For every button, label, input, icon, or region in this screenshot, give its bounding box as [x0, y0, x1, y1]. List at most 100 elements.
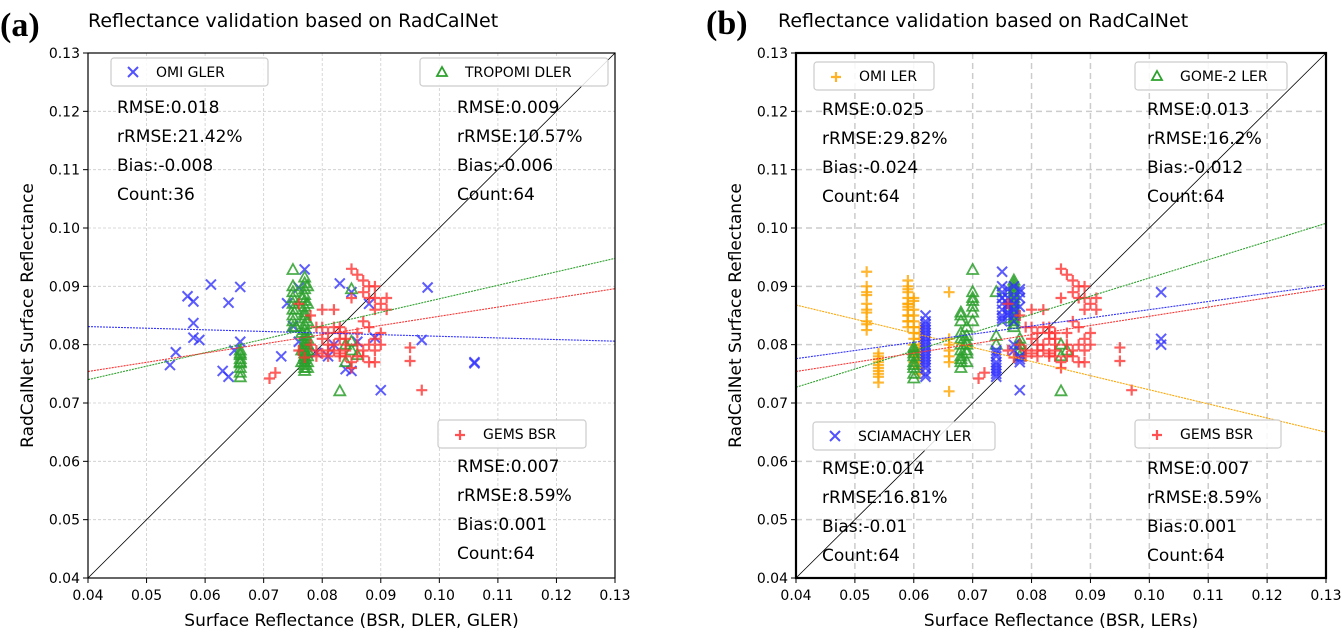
panel-b: (b) Reflectance validation based on RadC… — [706, 5, 1342, 631]
stat-bias: Bias:-0.024 — [822, 158, 918, 178]
panel-a: (a) Reflectance validation based on RadC… — [0, 7, 631, 631]
y-tick-label: 0.13 — [49, 46, 80, 62]
data-point — [1014, 384, 1026, 396]
stat-rrmse: rRMSE:8.59% — [457, 486, 572, 506]
data-point — [234, 281, 246, 293]
y-tick-label: 0.10 — [49, 221, 80, 237]
data-point — [1084, 339, 1096, 351]
data-point — [316, 347, 328, 359]
data-point — [222, 371, 235, 383]
stat-rmse: RMSE:0.014 — [822, 459, 924, 479]
data-point — [861, 318, 873, 330]
data-point — [919, 324, 932, 336]
data-point — [328, 304, 340, 316]
data-point — [316, 321, 328, 333]
stat-rrmse: rRMSE:21.42% — [117, 127, 243, 147]
legend-box — [1134, 419, 1282, 449]
y-tick-label: 0.07 — [49, 396, 80, 412]
data-point — [293, 345, 305, 356]
data-point — [381, 292, 393, 304]
x-tick-label: 0.09 — [365, 588, 396, 604]
x-tick-label: 0.08 — [307, 588, 338, 604]
data-point — [902, 301, 914, 313]
data-point — [322, 339, 334, 351]
stat-rrmse: rRMSE:29.82% — [822, 129, 948, 149]
data-point — [269, 367, 281, 379]
data-point — [965, 313, 980, 327]
data-point — [1055, 292, 1067, 304]
data-point — [369, 345, 381, 356]
data-point — [264, 373, 276, 384]
x-tick-label: 0.05 — [839, 588, 870, 604]
data-point — [340, 327, 352, 339]
panel-label-a: (a) — [0, 7, 40, 44]
data-point — [275, 350, 287, 363]
x-tick-label: 0.11 — [1193, 588, 1224, 604]
data-point — [1002, 298, 1014, 310]
data-point — [1155, 338, 1167, 351]
data-point — [234, 336, 246, 348]
data-point — [334, 333, 346, 345]
y-tick-label: 0.08 — [757, 338, 788, 354]
y-tick-label: 0.10 — [757, 221, 788, 237]
fit-line — [795, 222, 1327, 388]
data-point — [346, 356, 357, 368]
data-point — [1014, 301, 1026, 313]
data-point — [346, 263, 357, 275]
data-point — [953, 351, 968, 365]
stat-rmse: RMSE:0.018 — [117, 98, 219, 118]
data-point — [906, 370, 921, 384]
data-point — [351, 327, 363, 339]
data-point — [375, 339, 387, 351]
stat-rrmse: rRMSE:8.59% — [1147, 488, 1262, 508]
data-point — [285, 319, 300, 333]
data-point — [1079, 292, 1091, 304]
chart-title-b: Reflectance validation based on RadCalNe… — [778, 10, 1188, 32]
triangle-marker-icon — [1150, 69, 1164, 81]
stat-rmse: RMSE:0.013 — [1147, 100, 1249, 120]
x-axis-label: Surface Reflectance (BSR, LERs) — [924, 611, 1198, 631]
data-point — [1006, 319, 1021, 333]
triangle-marker-icon — [435, 65, 449, 77]
data-point — [953, 313, 968, 327]
data-point — [300, 278, 315, 292]
data-point — [906, 357, 921, 370]
data-point — [334, 350, 346, 362]
data-point — [1014, 339, 1026, 351]
y-tick-label: 0.09 — [49, 279, 80, 295]
legend: SCIAMACHY LER RMSE:0.014 rRMSE:16.81% Bias:… — [812, 421, 996, 566]
stat-bias: Bias:-0.008 — [117, 156, 213, 176]
y-tick-label: 0.05 — [49, 513, 80, 529]
legend-label: TROPOMI DLER — [464, 65, 572, 81]
data-point — [328, 345, 340, 356]
legend-box — [1134, 61, 1288, 91]
data-point — [316, 304, 328, 316]
data-point — [233, 354, 248, 368]
data-point — [861, 286, 873, 298]
data-point — [233, 364, 248, 378]
x-marker-icon — [127, 66, 139, 78]
y-tick-label: 0.13 — [757, 46, 788, 62]
data-point — [1031, 327, 1043, 339]
data-point — [205, 278, 217, 291]
x-tick-label: 0.12 — [1252, 588, 1283, 604]
data-point — [943, 286, 955, 298]
data-point — [990, 368, 1002, 380]
data-point — [375, 298, 387, 310]
data-point — [369, 333, 381, 345]
data-point — [416, 334, 428, 346]
data-point — [1079, 304, 1091, 316]
data-point — [953, 304, 968, 318]
y-tick-label: 0.06 — [49, 454, 80, 470]
data-point — [1031, 350, 1043, 362]
data-point — [1055, 263, 1067, 275]
data-point — [989, 336, 1004, 350]
chart-title-a: Reflectance validation based on RadCalNe… — [88, 10, 498, 32]
data-point — [906, 339, 921, 353]
data-point — [908, 321, 920, 333]
data-point — [1061, 339, 1073, 351]
data-point — [1026, 304, 1038, 316]
legend-box — [110, 57, 269, 87]
data-point — [1002, 283, 1014, 295]
data-point — [1084, 298, 1096, 310]
